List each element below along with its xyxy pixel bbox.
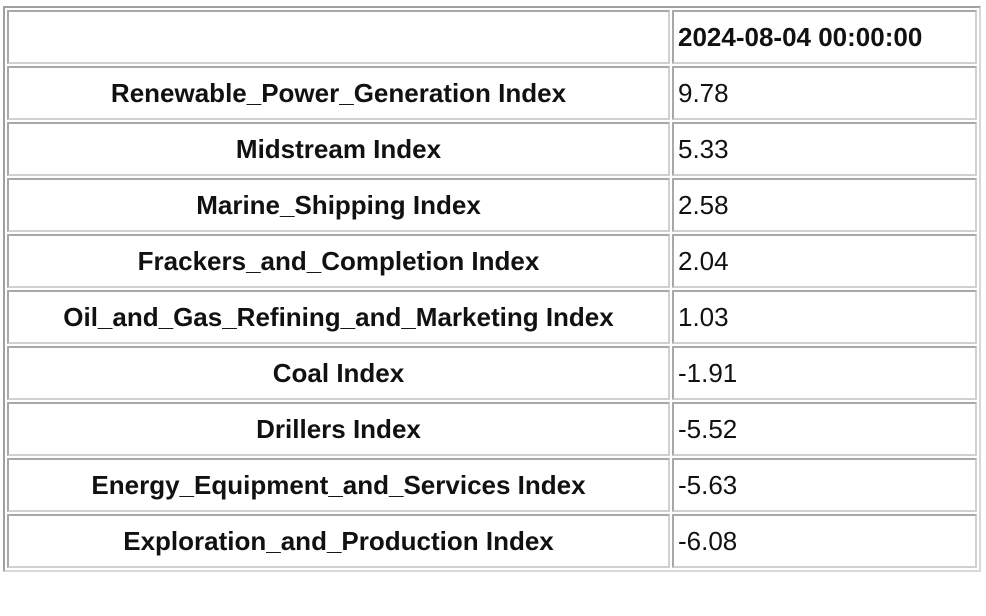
table-row: Energy_Equipment_and_Services Index -5.63 [7, 458, 977, 512]
header-row: 2024-08-04 00:00:00 [7, 10, 977, 64]
value-cell: 5.33 [672, 122, 977, 176]
table-row: Midstream Index 5.33 [7, 122, 977, 176]
row-label: Marine_Shipping Index [7, 178, 670, 232]
row-label: Exploration_and_Production Index [7, 514, 670, 568]
value-cell: 2.58 [672, 178, 977, 232]
value-cell: -6.08 [672, 514, 977, 568]
row-label: Drillers Index [7, 402, 670, 456]
row-label: Frackers_and_Completion Index [7, 234, 670, 288]
value-cell: 2.04 [672, 234, 977, 288]
column-header: 2024-08-04 00:00:00 [672, 10, 977, 64]
table-row: Coal Index -1.91 [7, 346, 977, 400]
row-label: Oil_and_Gas_Refining_and_Marketing Index [7, 290, 670, 344]
table-row: Frackers_and_Completion Index 2.04 [7, 234, 977, 288]
table-body: Renewable_Power_Generation Index 9.78 Mids… [7, 66, 977, 568]
row-label: Midstream Index [7, 122, 670, 176]
row-label: Coal Index [7, 346, 670, 400]
value-cell: -5.52 [672, 402, 977, 456]
table-row: Oil_and_Gas_Refining_and_Marketing Index… [7, 290, 977, 344]
value-cell: 9.78 [672, 66, 977, 120]
corner-cell [7, 10, 670, 64]
row-label: Energy_Equipment_and_Services Index [7, 458, 670, 512]
value-cell: 1.03 [672, 290, 977, 344]
table-row: Renewable_Power_Generation Index 9.78 [7, 66, 977, 120]
table-head: 2024-08-04 00:00:00 [7, 10, 977, 64]
table-row: Drillers Index -5.52 [7, 402, 977, 456]
value-cell: -5.63 [672, 458, 977, 512]
row-label: Renewable_Power_Generation Index [7, 66, 670, 120]
table-row: Exploration_and_Production Index -6.08 [7, 514, 977, 568]
table-row: Marine_Shipping Index 2.58 [7, 178, 977, 232]
data-table: 2024-08-04 00:00:00 Renewable_Power_Gene… [3, 6, 981, 572]
value-cell: -1.91 [672, 346, 977, 400]
